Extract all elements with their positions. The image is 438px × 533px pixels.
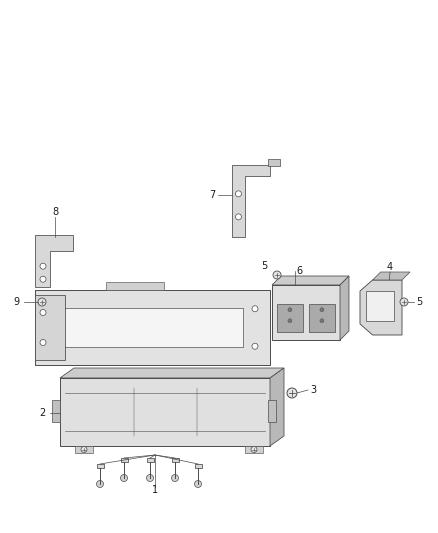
- Text: 5: 5: [261, 261, 267, 271]
- Polygon shape: [360, 280, 402, 335]
- Bar: [96, 464, 103, 468]
- Polygon shape: [232, 165, 270, 237]
- Bar: [268, 400, 276, 422]
- Bar: [60, 378, 270, 446]
- Bar: [120, 458, 127, 462]
- Text: 6: 6: [296, 266, 302, 276]
- Bar: [309, 304, 335, 332]
- Polygon shape: [35, 235, 73, 287]
- Text: 4: 4: [387, 262, 393, 272]
- Bar: [245, 446, 263, 453]
- Circle shape: [288, 319, 292, 323]
- Circle shape: [81, 447, 87, 453]
- Circle shape: [251, 447, 257, 453]
- Circle shape: [40, 310, 46, 316]
- Circle shape: [320, 308, 324, 312]
- Circle shape: [288, 308, 292, 312]
- Circle shape: [120, 474, 127, 481]
- Circle shape: [38, 298, 46, 306]
- Bar: [75, 446, 93, 453]
- Text: 8: 8: [52, 207, 58, 217]
- Circle shape: [40, 263, 46, 269]
- Bar: [172, 458, 179, 462]
- Text: 5: 5: [416, 297, 422, 307]
- Circle shape: [96, 481, 103, 488]
- Bar: [194, 464, 201, 468]
- Circle shape: [273, 271, 281, 279]
- Circle shape: [320, 319, 324, 323]
- Bar: [366, 291, 394, 321]
- Text: 1: 1: [152, 485, 158, 495]
- Polygon shape: [35, 295, 65, 360]
- Circle shape: [252, 306, 258, 312]
- Text: 2: 2: [39, 408, 45, 418]
- Polygon shape: [373, 272, 410, 280]
- Circle shape: [400, 298, 408, 306]
- Polygon shape: [340, 276, 349, 340]
- Text: 3: 3: [310, 385, 316, 395]
- Circle shape: [194, 481, 201, 488]
- Circle shape: [252, 343, 258, 349]
- Bar: [52, 400, 60, 422]
- Text: 9: 9: [14, 297, 20, 307]
- Circle shape: [287, 388, 297, 398]
- Circle shape: [236, 191, 241, 197]
- Text: 7: 7: [209, 190, 215, 200]
- Bar: [106, 282, 164, 290]
- Circle shape: [236, 214, 241, 220]
- Polygon shape: [272, 276, 349, 285]
- Bar: [146, 458, 153, 462]
- Polygon shape: [270, 368, 284, 446]
- Circle shape: [172, 474, 179, 481]
- Circle shape: [146, 474, 153, 481]
- Bar: [53, 308, 243, 347]
- Bar: [277, 304, 303, 332]
- Polygon shape: [60, 368, 284, 378]
- Circle shape: [40, 276, 46, 282]
- Bar: [272, 285, 340, 340]
- Circle shape: [40, 340, 46, 345]
- Bar: [268, 159, 280, 166]
- Bar: [35, 290, 270, 365]
